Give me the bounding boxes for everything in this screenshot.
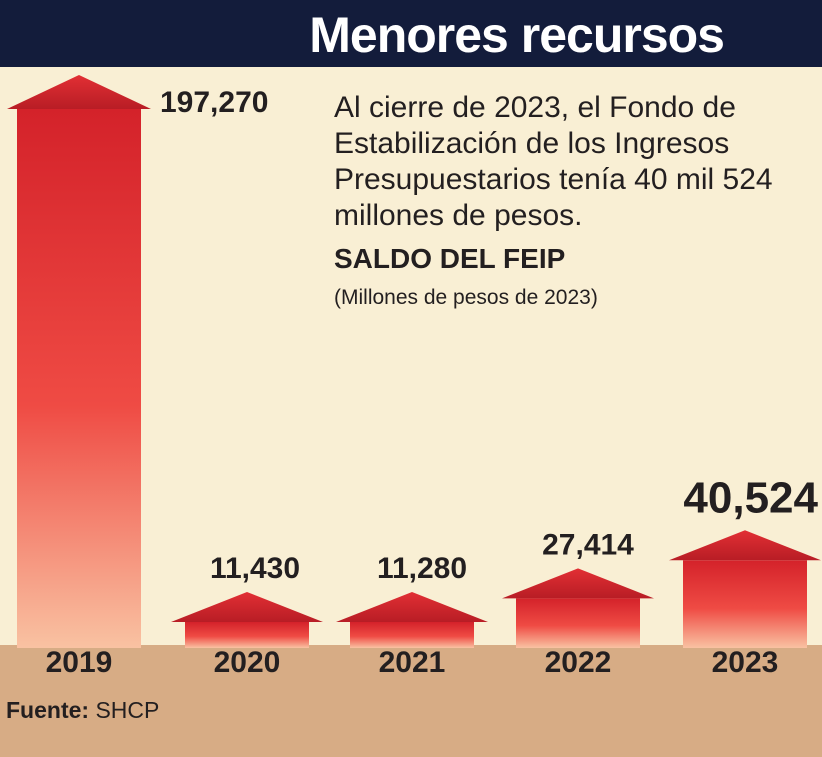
x-tick-label: 2023 [712, 646, 779, 679]
x-tick-label: 2020 [214, 646, 281, 679]
bar-body-2023 [683, 560, 807, 648]
bar-2019 [7, 75, 151, 648]
data-label: 27,414 [542, 528, 634, 561]
data-label: 11,280 [377, 552, 467, 585]
source-line: Fuente: SHCP [6, 697, 159, 724]
x-tick-label: 2021 [379, 646, 446, 679]
bar-2022 [502, 568, 654, 648]
data-label: 40,524 [683, 473, 818, 522]
description-text: Al cierre de 2023, el Fondo de Estabiliz… [334, 91, 773, 232]
bar-roof-2022 [502, 568, 654, 599]
title-bar: Menores recursos [0, 0, 822, 67]
chart-title: SALDO DEL FEIP [334, 243, 566, 274]
bar-roof-2019 [7, 75, 151, 109]
data-label: 11,430 [210, 552, 300, 585]
source-label: Fuente: [6, 697, 90, 723]
chart-subtitle: (Millones de pesos de 2023) [334, 286, 598, 309]
axis-band [0, 645, 822, 757]
bar-roof-2021 [336, 592, 488, 622]
x-tick-label: 2019 [46, 646, 113, 679]
bar-body-2019 [17, 109, 141, 648]
bar-2020 [171, 592, 323, 648]
bar-body-2021 [350, 622, 474, 648]
x-tick-label: 2022 [545, 646, 612, 679]
bar-body-2022 [516, 598, 640, 648]
bar-roof-2020 [171, 592, 323, 622]
data-label: 197,270 [160, 86, 268, 119]
bar-2023 [669, 530, 821, 648]
bar-2021 [336, 592, 488, 648]
bar-roof-2023 [669, 530, 821, 561]
page-title: Menores recursos [309, 7, 725, 63]
bar-body-2020 [185, 622, 309, 648]
source-value: SHCP [95, 697, 160, 723]
